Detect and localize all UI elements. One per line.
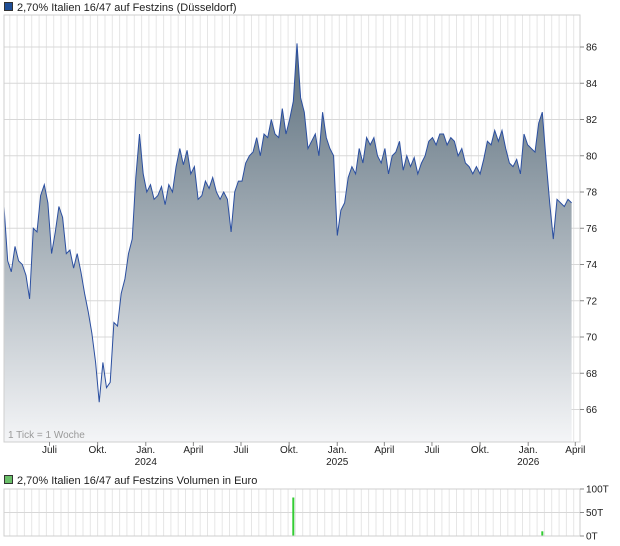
price-x-tick-label: Juli	[424, 445, 439, 456]
price-x-tick-label: Okt.	[280, 445, 298, 456]
price-y-tick-label: 68	[586, 369, 598, 380]
price-y-tick-label: 86	[586, 43, 598, 54]
price-legend: 2,70% Italien 16/47 auf Festzins (Düssel…	[4, 1, 237, 15]
price-x-tick-label: Okt.	[88, 445, 106, 456]
price-x-year-label: 2026	[517, 457, 540, 468]
price-x-tick-label: Jan.	[136, 445, 155, 456]
price-y-tick-label: 82	[586, 115, 598, 126]
price-y-tick-label: 78	[586, 188, 598, 199]
volume-legend: 2,70% Italien 16/47 auf Festzins Volumen…	[4, 474, 257, 488]
price-x-year-label: 2024	[135, 457, 158, 468]
price-legend-swatch	[4, 2, 13, 11]
volume-y-ticks: 0T 50T 100T	[580, 485, 609, 543]
price-line	[3, 43, 572, 403]
price-y-tick-label: 80	[586, 151, 598, 162]
volume-y-tick-label: 100T	[586, 485, 609, 496]
price-x-tick-label: Jan.	[328, 445, 347, 456]
price-x-tick-label: April	[565, 445, 585, 456]
volume-y-tick-label: 50T	[586, 508, 603, 519]
price-y-tick-label: 70	[586, 333, 598, 344]
price-x-tick-label: Okt.	[471, 445, 489, 456]
volume-chart-title: 2,70% Italien 16/47 auf Festzins Volumen…	[17, 475, 258, 487]
volume-bars	[292, 497, 544, 536]
price-x-tick-label: Juli	[233, 445, 248, 456]
price-x-tick-label: Jan.	[519, 445, 538, 456]
price-y-tick-label: 84	[586, 79, 598, 90]
price-x-tick-label: April	[374, 445, 394, 456]
volume-bar	[541, 531, 544, 536]
volume-bar	[292, 497, 295, 536]
price-chart-title: 2,70% Italien 16/47 auf Festzins (Düssel…	[17, 2, 237, 14]
price-area	[4, 43, 572, 443]
volume-legend-swatch	[4, 475, 13, 484]
volume-y-tick-label: 0T	[586, 532, 598, 543]
price-y-tick-label: 72	[586, 296, 598, 307]
price-y-ticks: 66 68 70 72 74 76 78 80 82 84 86	[580, 43, 598, 416]
price-y-tick-label: 74	[586, 260, 598, 271]
price-x-tick-label: April	[183, 445, 203, 456]
price-y-tick-label: 76	[586, 224, 598, 235]
price-x-year-label: 2025	[326, 457, 349, 468]
volume-grid	[4, 488, 580, 537]
price-y-tick-label: 66	[586, 405, 598, 416]
tick-note: 1 Tick = 1 Woche	[8, 430, 85, 441]
price-x-tick-label: Juli	[42, 445, 57, 456]
